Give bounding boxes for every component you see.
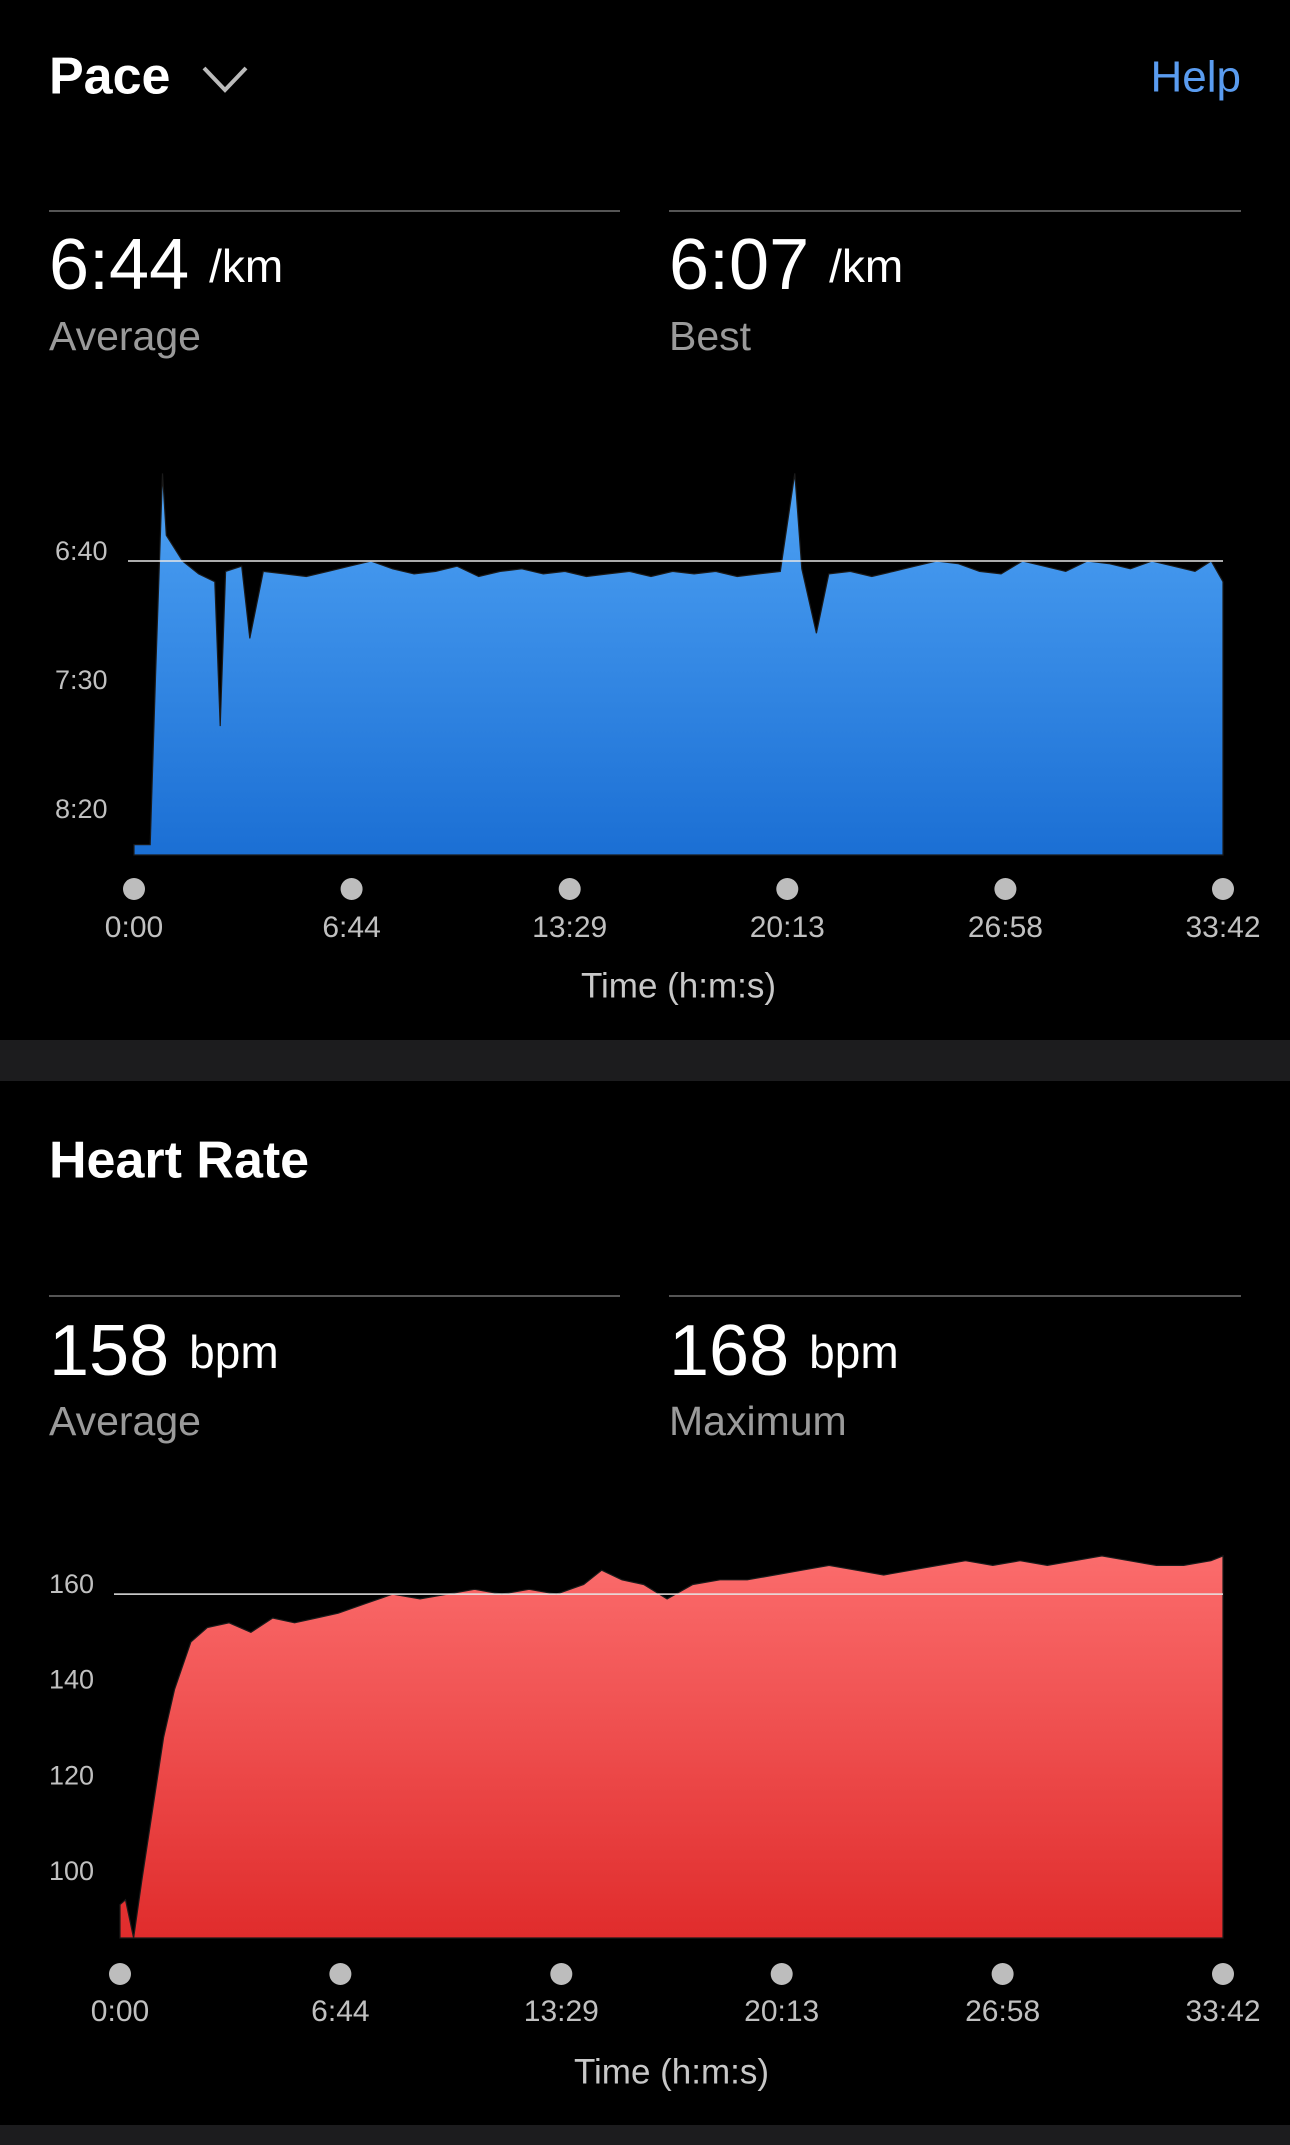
x-tick-label: 20:13 (750, 911, 825, 944)
y-tick-label: 7:30 (55, 665, 108, 695)
x-tick-label: 6:44 (322, 911, 380, 944)
stat-unit: /km (829, 240, 903, 292)
x-tick-label: 33:42 (1185, 911, 1260, 944)
section-separator (0, 2125, 1290, 2145)
stat-number: 6:44 (49, 225, 189, 305)
x-axis-title: Time (h:m:s) (581, 966, 776, 1005)
x-tick-dot (776, 878, 799, 900)
area (119, 1555, 1224, 1939)
help-link[interactable]: Help (1151, 53, 1242, 102)
x-tick-label: 0:00 (105, 911, 163, 944)
x-tick-label: 13:29 (524, 1995, 599, 2028)
x-tick-label: 26:58 (968, 911, 1043, 944)
stat-value: 6:44 /km (49, 225, 283, 305)
stat-value: 168 bpm (669, 1311, 899, 1391)
stat-label: Maximum (669, 1398, 847, 1444)
x-tick-dot (109, 1963, 131, 1985)
stat-label: Best (669, 313, 752, 359)
dropdown-chevron[interactable] (202, 66, 248, 93)
x-tick-dot (1212, 878, 1234, 900)
stat-unit: bpm (189, 1326, 278, 1378)
stat-number: 158 (49, 1311, 169, 1391)
stat-unit: /km (209, 240, 283, 292)
x-tick-dot (123, 878, 145, 900)
x-tick-label: 20:13 (744, 1995, 819, 2028)
x-tick-label: 26:58 (965, 1995, 1040, 2028)
x-tick-dot (550, 1963, 573, 1985)
stat-value: 158 bpm (49, 1311, 279, 1391)
x-axis-title: Time (h:m:s) (574, 2052, 769, 2091)
section-title[interactable]: Pace (49, 48, 170, 106)
x-tick-dot (991, 1963, 1014, 1985)
y-tick-label: 140 (49, 1665, 94, 1695)
x-tick-dot (994, 878, 1017, 900)
x-tick-label: 0:00 (91, 1995, 149, 2028)
stat-number: 168 (669, 1311, 789, 1391)
area (133, 473, 1224, 856)
y-tick-label: 160 (49, 1569, 94, 1599)
stat-unit: bpm (809, 1326, 898, 1378)
x-tick-label: 13:29 (532, 911, 607, 944)
x-tick-dot (558, 878, 581, 900)
x-tick-dot (340, 878, 363, 900)
stat-label: Average (49, 313, 201, 359)
x-tick-dot (1212, 1963, 1234, 1985)
y-tick-label: 6:40 (55, 536, 108, 566)
x-tick-dot (329, 1963, 352, 1985)
stat-value: 6:07 /km (669, 225, 903, 305)
y-tick-label: 100 (49, 1856, 94, 1886)
x-tick-dot (770, 1963, 793, 1985)
x-tick-label: 33:42 (1185, 1995, 1260, 2028)
stat-number: 6:07 (669, 225, 809, 305)
section-separator (0, 1040, 1290, 1081)
x-tick-label: 6:44 (311, 1995, 369, 2028)
stat-label: Average (49, 1398, 201, 1444)
section-title: Heart Rate (49, 1132, 309, 1190)
y-tick-label: 8:20 (55, 794, 108, 824)
y-tick-label: 120 (49, 1760, 94, 1790)
